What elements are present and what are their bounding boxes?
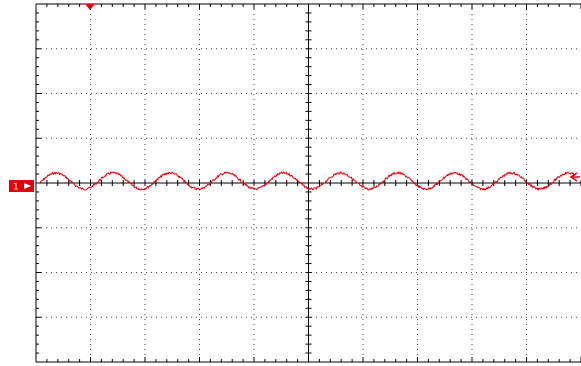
channel-1-marker-box	[9, 180, 34, 192]
channel-1-reference-marker[interactable]: 1	[9, 180, 34, 193]
trigger-position-marker[interactable]	[85, 4, 95, 10]
graticule-grid	[36, 4, 581, 362]
channel-1-label: 1	[13, 183, 19, 193]
channel-1-arrow-icon	[24, 183, 31, 189]
channel-1-waveform	[39, 171, 576, 191]
